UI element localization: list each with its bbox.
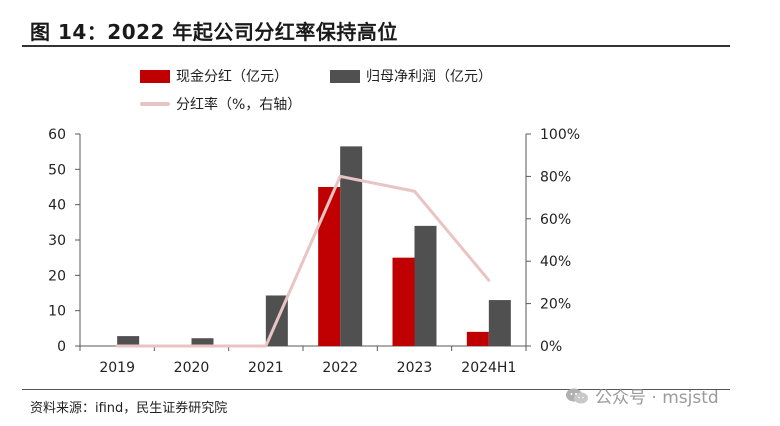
watermark: 公众号 · msjstd bbox=[565, 383, 719, 408]
line-payout-ratio bbox=[115, 174, 491, 348]
x-tick-label: 2024H1 bbox=[461, 360, 516, 376]
watermark-text: 公众号 · msjstd bbox=[595, 388, 719, 408]
x-tick-label: 2019 bbox=[99, 360, 135, 376]
y-left-tick-label: 60 bbox=[48, 127, 66, 143]
legend-net-profit: 归母净利润（亿元） bbox=[330, 66, 492, 86]
legend-payout-ratio: 分红率（%，右轴） bbox=[140, 94, 301, 114]
y-left-tick-label: 50 bbox=[48, 162, 66, 178]
bar-cash-dividend bbox=[392, 257, 415, 346]
legend-swatch-cash-dividend bbox=[140, 69, 170, 83]
legend-label-payout-ratio: 分红率（%，右轴） bbox=[176, 97, 302, 113]
y-left-tick-label: 0 bbox=[57, 339, 66, 355]
bar-cash-dividend bbox=[466, 331, 489, 346]
x-tick-label: 2021 bbox=[248, 360, 284, 376]
legend-swatch-payout-ratio bbox=[140, 102, 170, 106]
y-right-tick-label: 0% bbox=[540, 339, 562, 355]
y-right-tick-label: 60% bbox=[540, 212, 571, 228]
bar-net-profit bbox=[414, 225, 437, 346]
legend-label-cash-dividend: 现金分红（亿元） bbox=[176, 69, 288, 85]
y-left-tick-label: 20 bbox=[48, 268, 66, 284]
bar-net-profit bbox=[488, 300, 511, 346]
source-divider bbox=[22, 389, 730, 390]
bar-net-profit bbox=[191, 338, 214, 346]
source-note: 资料来源：ifind，民生证券研究院 bbox=[30, 401, 228, 416]
bar-net-profit bbox=[117, 336, 140, 346]
y-right-tick-label: 80% bbox=[540, 169, 571, 185]
chart-title: 图 14：2022 年起公司分红率保持高位 bbox=[30, 20, 398, 44]
legend-cash-dividend: 现金分红（亿元） bbox=[140, 66, 288, 86]
y-right-tick-label: 40% bbox=[540, 254, 571, 270]
y-left-tick-label: 10 bbox=[48, 304, 66, 320]
x-tick-label: 2023 bbox=[397, 360, 433, 376]
title-divider bbox=[22, 45, 730, 47]
legend-swatch-net-profit bbox=[330, 69, 360, 83]
x-tick-label: 2020 bbox=[174, 360, 210, 376]
y-right-tick-label: 100% bbox=[540, 127, 580, 143]
legend-label-net-profit: 归母净利润（亿元） bbox=[366, 69, 492, 85]
y-left-tick-label: 40 bbox=[48, 198, 66, 214]
bar-net-profit bbox=[340, 146, 363, 346]
y-left-tick-label: 30 bbox=[48, 233, 66, 249]
x-tick-label: 2022 bbox=[322, 360, 358, 376]
y-right-tick-label: 20% bbox=[540, 297, 571, 313]
wechat-icon bbox=[566, 388, 588, 403]
bar-cash-dividend bbox=[318, 187, 341, 346]
